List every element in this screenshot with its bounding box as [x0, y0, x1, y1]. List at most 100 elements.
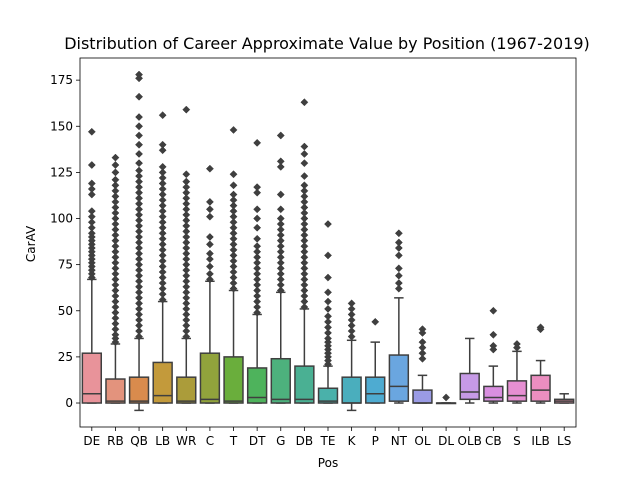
outlier-point	[111, 242, 120, 251]
outlier-point	[229, 273, 238, 282]
outlier-point	[111, 314, 120, 323]
outlier-point	[324, 323, 332, 332]
outlier-point	[135, 282, 144, 291]
iqr-box	[246, 367, 268, 404]
outlier-point	[276, 247, 285, 256]
iqr-box	[199, 352, 221, 404]
outlier-point	[418, 343, 427, 352]
outlier-point	[418, 354, 427, 363]
x-tick-label: DT	[249, 434, 266, 448]
outlier-point	[135, 210, 144, 219]
outlier-point	[158, 162, 167, 171]
iqr-box	[459, 372, 480, 401]
outlier-point	[135, 131, 144, 140]
x-tick-label: P	[372, 434, 379, 448]
outlier-point	[182, 260, 191, 269]
outlier-point	[229, 201, 238, 210]
outlier-point	[253, 223, 262, 232]
iqr-box	[388, 354, 410, 402]
outlier-point	[300, 225, 309, 234]
outlier-point	[394, 284, 403, 293]
box-g	[270, 131, 291, 404]
outlier-point	[253, 214, 262, 223]
outlier-point	[418, 338, 427, 347]
outlier-point	[394, 238, 403, 247]
outlier-point	[182, 188, 191, 197]
x-tick-label: DL	[438, 434, 454, 448]
outlier-point	[229, 207, 238, 216]
x-tick-label: NT	[391, 434, 408, 448]
box-c	[199, 164, 221, 404]
outlier-point	[182, 177, 191, 186]
outlier-point	[135, 277, 144, 286]
x-tick-label: DB	[296, 434, 313, 448]
outlier-point	[300, 172, 309, 181]
outlier-point	[347, 316, 356, 324]
y-tick-label: 25	[58, 350, 73, 364]
outlier-point	[182, 288, 191, 297]
outlier-point	[300, 292, 309, 300]
outlier-point	[347, 321, 356, 330]
outlier-point	[394, 271, 403, 280]
outlier-point	[300, 142, 309, 151]
x-tick-label: LB	[155, 434, 170, 448]
outlier-point	[300, 303, 309, 312]
outlier-point	[111, 247, 120, 256]
outlier-point	[253, 292, 262, 300]
outlier-point	[229, 181, 238, 190]
outlier-point	[158, 173, 167, 182]
box-cb	[483, 306, 504, 404]
outlier-point	[111, 153, 120, 162]
outlier-point	[182, 210, 191, 219]
iqr-box	[152, 361, 173, 404]
iqr-box	[317, 387, 339, 404]
box-dt	[246, 138, 268, 404]
outlier-point	[182, 327, 191, 336]
outlier-point	[347, 327, 356, 336]
iqr-box	[223, 356, 244, 404]
iqr-box	[294, 365, 315, 404]
outlier-point	[135, 244, 144, 252]
outlier-point	[276, 162, 285, 171]
outlier-point	[347, 299, 356, 308]
box-wr	[176, 105, 197, 404]
outlier-point	[158, 168, 167, 177]
outlier-point	[300, 203, 309, 212]
outlier-point	[135, 260, 144, 269]
outlier-point	[135, 288, 144, 297]
outlier-point	[158, 234, 167, 243]
outlier-point	[229, 245, 238, 254]
outlier-point	[158, 218, 167, 227]
outlier-point	[111, 161, 120, 169]
iqr-box	[128, 376, 150, 404]
outlier-point	[205, 205, 214, 214]
outlier-point	[300, 264, 309, 273]
outlier-point	[111, 197, 120, 206]
outlier-point	[300, 98, 309, 107]
outlier-point	[300, 286, 309, 295]
outlier-point	[182, 105, 191, 114]
outlier-point	[324, 334, 332, 343]
outlier-point	[87, 223, 96, 232]
outlier-point	[300, 186, 309, 195]
iqr-box	[341, 376, 362, 404]
outlier-point	[205, 275, 214, 284]
box-p	[365, 317, 386, 404]
outlier-point	[300, 275, 309, 284]
outlier-point	[300, 214, 309, 223]
outlier-point	[229, 279, 238, 288]
outlier-point	[182, 277, 191, 286]
x-tick-label: S	[513, 434, 521, 448]
box-db	[294, 98, 315, 404]
box-ol	[412, 325, 433, 404]
outlier-point	[229, 284, 238, 293]
outlier-point	[324, 317, 332, 326]
outlier-point	[418, 325, 427, 334]
outlier-point	[182, 216, 191, 225]
iqr-box	[412, 389, 433, 404]
outlier-point	[300, 192, 309, 201]
outlier-point	[182, 170, 191, 179]
outlier-point	[111, 303, 120, 312]
outlier-point	[135, 304, 144, 313]
